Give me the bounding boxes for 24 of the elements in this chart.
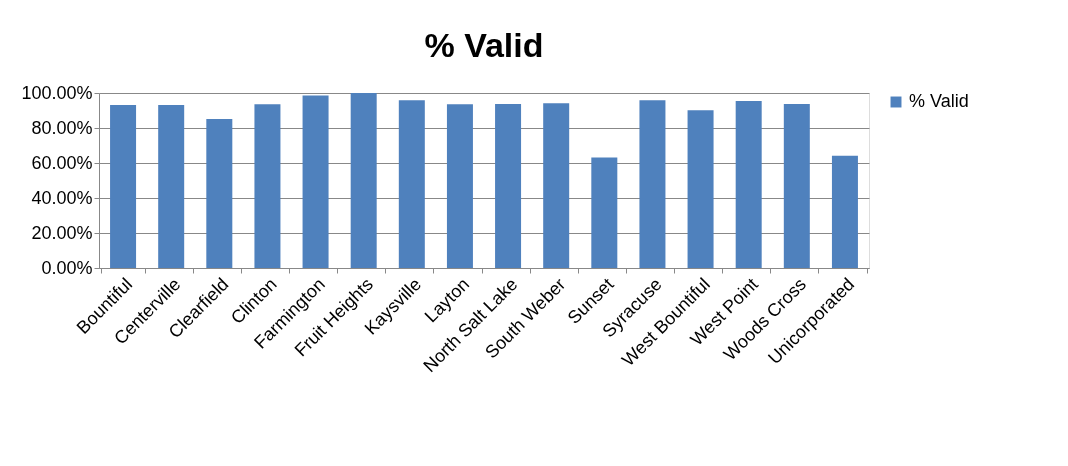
bar bbox=[639, 100, 666, 268]
y-tick-label: 60.00% bbox=[31, 152, 93, 173]
bar bbox=[158, 104, 185, 268]
legend-label: % Valid bbox=[909, 91, 969, 111]
chart-title: % Valid bbox=[424, 26, 544, 64]
y-tick-label: 80.00% bbox=[31, 117, 93, 138]
bar bbox=[350, 93, 377, 268]
bar bbox=[687, 110, 714, 268]
bar bbox=[446, 104, 473, 268]
bar bbox=[495, 104, 522, 268]
y-tick-label: 0.00% bbox=[41, 257, 93, 278]
y-tick-label: 20.00% bbox=[31, 222, 93, 243]
bar bbox=[543, 103, 570, 268]
bar bbox=[735, 101, 762, 268]
bar bbox=[591, 157, 618, 268]
bar bbox=[254, 104, 281, 268]
bar bbox=[206, 119, 233, 268]
bar bbox=[783, 104, 810, 268]
y-tick-label: 40.00% bbox=[31, 187, 93, 208]
bar bbox=[831, 155, 858, 268]
bar bbox=[110, 104, 137, 268]
bar bbox=[302, 95, 329, 268]
bar bbox=[398, 100, 425, 268]
y-tick-label: 100.00% bbox=[21, 82, 93, 103]
